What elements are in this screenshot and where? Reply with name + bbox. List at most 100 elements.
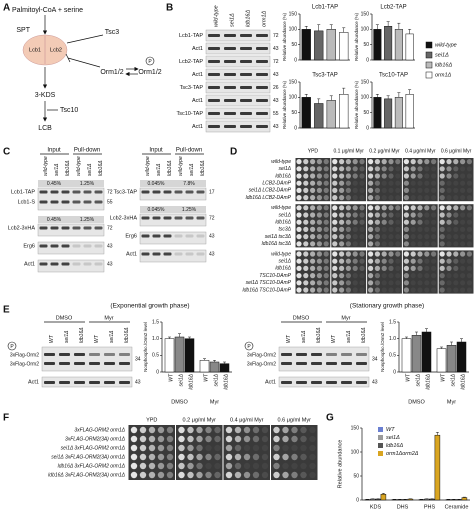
spot [395, 226, 401, 232]
spot [381, 234, 387, 240]
label: Lcb2-TAP [179, 59, 203, 65]
label: ldb16Δ tsc3Δ [262, 241, 292, 247]
label: Relative abundance [337, 440, 343, 489]
spot [316, 180, 322, 186]
spot [345, 166, 351, 172]
spot [196, 444, 203, 452]
spot [178, 444, 185, 452]
spot [323, 234, 329, 240]
band [141, 252, 150, 256]
label: C [3, 147, 10, 158]
spot [439, 212, 445, 218]
spot [310, 287, 316, 293]
spot [368, 173, 374, 179]
label: ldb16Δ [275, 220, 291, 226]
spot [395, 195, 401, 201]
spot [291, 471, 298, 479]
spot [359, 159, 365, 165]
band [224, 125, 236, 128]
band [83, 226, 92, 230]
spot [323, 219, 329, 225]
spot [303, 226, 309, 232]
label: wild-type [271, 251, 291, 257]
spot [368, 241, 374, 247]
spot [446, 241, 452, 247]
band [94, 190, 103, 194]
band [240, 34, 252, 37]
y-tick-label: 0 [366, 125, 369, 131]
spot [410, 287, 416, 293]
spot [446, 234, 452, 240]
spot [273, 453, 280, 461]
spot [291, 426, 298, 434]
band [256, 99, 268, 102]
spot [368, 280, 374, 286]
y-tick-label: 100 [351, 449, 360, 455]
spot [234, 471, 242, 479]
connector [66, 34, 104, 44]
label: Act1 [265, 379, 276, 385]
spot [316, 187, 322, 193]
label: 43 [209, 251, 215, 257]
spot [403, 205, 409, 211]
bar [446, 345, 457, 373]
spot [417, 241, 423, 247]
spot [178, 471, 185, 479]
spot [460, 187, 466, 193]
band [83, 190, 92, 194]
spot [303, 234, 309, 240]
label: Tsc10 [60, 107, 78, 114]
blot [37, 187, 105, 211]
label: (Stationary growth phase) [350, 303, 424, 310]
spot [431, 159, 437, 165]
band [74, 362, 85, 365]
spot [431, 234, 437, 240]
spot [374, 287, 380, 293]
label: ldb16Δ 3xFLAG-ORM2(3A) orm1Δ [48, 472, 125, 478]
spot [424, 205, 430, 211]
band [256, 112, 268, 115]
spot [388, 280, 394, 286]
spot [316, 173, 322, 179]
spot [431, 287, 437, 293]
spot [225, 453, 233, 461]
band [208, 125, 220, 128]
label: sei1Δ [54, 163, 60, 176]
spot [339, 159, 345, 165]
spot [214, 444, 221, 452]
label: ldb16Δ LCB2-DAmP [246, 195, 292, 201]
spot [309, 453, 316, 461]
band [341, 353, 352, 356]
spot [460, 258, 466, 264]
spot [352, 273, 358, 279]
spot [130, 471, 138, 479]
spot [148, 471, 156, 479]
label: Pull-down [74, 148, 100, 154]
label: ldb16Δ [124, 327, 130, 343]
band [311, 353, 322, 356]
y-tick-label: 150 [289, 79, 298, 85]
y-tick-label: 150 [351, 425, 360, 431]
label: 1.25% [80, 217, 95, 223]
spot [310, 212, 316, 218]
bar [375, 498, 381, 501]
label: 17 [209, 189, 215, 195]
spot [446, 187, 452, 193]
spot [466, 180, 472, 186]
spot [339, 166, 345, 172]
bar [424, 498, 430, 501]
spot [368, 166, 374, 172]
spot [296, 205, 302, 211]
blot [37, 223, 105, 237]
band [74, 353, 85, 356]
spot [291, 444, 298, 452]
label: 0.2 μg/ml Myr [183, 417, 217, 423]
spot [466, 258, 472, 264]
spot [352, 265, 358, 271]
spot [352, 258, 358, 264]
spot [388, 251, 394, 257]
spot [431, 173, 437, 179]
band [174, 234, 183, 238]
spot [460, 226, 466, 232]
spot [388, 265, 394, 271]
